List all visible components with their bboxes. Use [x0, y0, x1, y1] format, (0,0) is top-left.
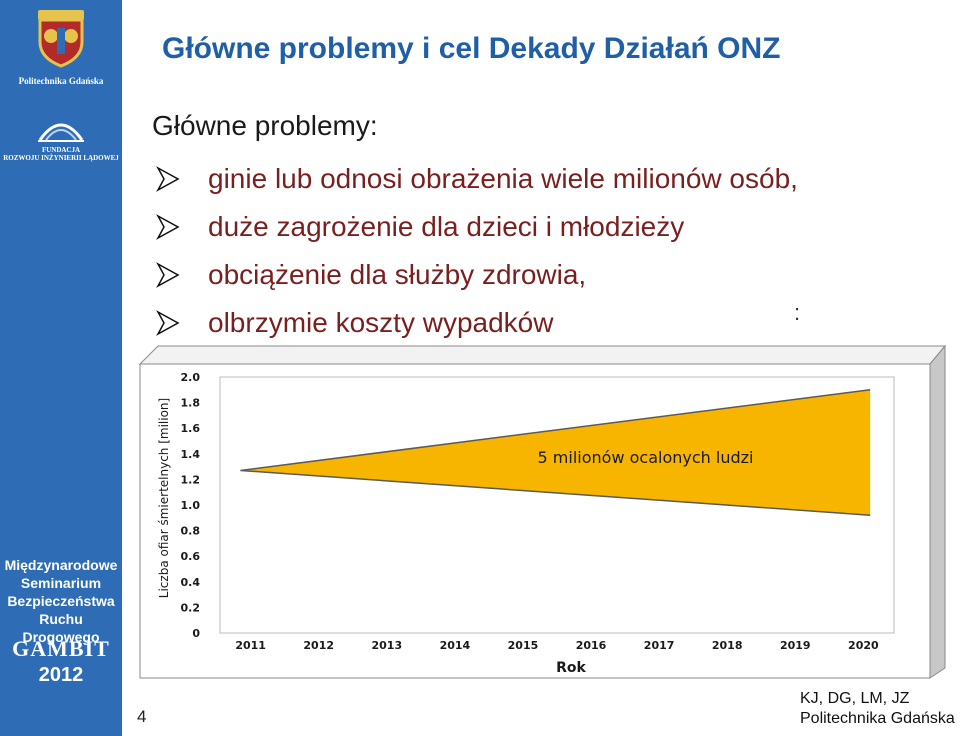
chart-frame-top [138, 345, 947, 365]
x-tick-labels: 2011 2012 2013 2014 2015 2016 2017 2018 2019 2020 [235, 639, 879, 652]
seminar-line: Międzynarodowe [4, 557, 118, 573]
seminar-line: Ruchu Drogowego [22, 611, 100, 645]
chart-annotation: 5 milionów ocalonych ludzi [538, 448, 754, 467]
y-tick-label: 1.0 [181, 499, 201, 512]
y-tick-label: 1.8 [181, 397, 201, 410]
bullet-item: olbrzymie koszty wypadków [150, 299, 798, 347]
fatalities-chart: 5 milionów ocalonych ludzi 0 0.2 0.4 0.6 0.8… [138, 344, 947, 679]
y-tick-labels: 0 0.2 0.4 0.6 0.8 1.0 1.2 1.4 1.6 1.8 2.0 [181, 371, 201, 640]
y-axis-label: Liczba ofiar śmiertelnych [milion] [157, 398, 171, 598]
slide-subtitle: Główne problemy: [152, 110, 378, 141]
page-number: 4 [137, 707, 147, 726]
y-tick-label: 1.2 [181, 473, 201, 486]
bullet-item: obciążenie dla służby zdrowia, [150, 251, 798, 299]
seminar-year: 2012 [38, 664, 84, 686]
x-tick-label: 2011 [235, 639, 266, 652]
bullet-list: ginie lub odnosi obrażenia wiele milionó… [150, 155, 798, 347]
saved-lives-area [240, 389, 871, 516]
y-tick-label: 0 [192, 627, 200, 640]
y-tick-label: 1.6 [181, 422, 201, 435]
arrow-bullet-icon [156, 262, 180, 288]
bullet-text: ginie lub odnosi obrażenia wiele milionó… [208, 163, 798, 194]
chart-frame-side [929, 344, 946, 679]
y-tick-label: 0.2 [181, 601, 201, 614]
x-tick-label: 2018 [712, 639, 743, 652]
y-tick-label: 0.4 [181, 576, 201, 589]
foundation-name: FUNDACJA ROZWOJU INŻYNIERII LĄDOWEJ [0, 146, 122, 162]
x-tick-label: 2012 [303, 639, 334, 652]
bullet-text: obciążenie dla służby zdrowia, [208, 259, 587, 290]
trailing-colon: : [794, 300, 801, 325]
foundation-bridge-logo [38, 123, 84, 142]
x-tick-label: 2014 [440, 639, 471, 652]
x-tick-label: 2017 [644, 639, 675, 652]
x-tick-label: 2020 [848, 639, 879, 652]
x-tick-label: 2015 [508, 639, 539, 652]
university-name: Politechnika Gdańska [18, 76, 104, 86]
seminar-name: Międzynarodowe Seminarium Bezpieczeństwa… [0, 556, 122, 646]
slide-title: Główne problemy i cel Dekady Działań ONZ [162, 32, 781, 65]
seminar-line: Bezpieczeństwa [7, 593, 115, 609]
lower-trend-line [240, 469, 871, 516]
arrow-bullet-icon [156, 214, 180, 240]
institution-credit: Politechnika Gdańska [800, 710, 955, 727]
bullet-text: olbrzymie koszty wypadków [208, 307, 554, 338]
x-tick-label: 2016 [576, 639, 607, 652]
arrow-bullet-icon [156, 310, 180, 336]
y-tick-label: 0.8 [181, 525, 201, 538]
university-crest-logo [38, 10, 84, 68]
gambit-logo-text: GAMBIT [12, 636, 110, 661]
author-credit: KJ, DG, LM, JZ [800, 690, 910, 707]
y-tick-label: 0.6 [181, 550, 201, 563]
bullet-item: ginie lub odnosi obrażenia wiele milionó… [150, 155, 798, 203]
x-tick-label: 2013 [371, 639, 402, 652]
x-axis-label: Rok [556, 660, 586, 676]
y-tick-label: 1.4 [181, 448, 201, 461]
upper-trend-line [240, 389, 871, 472]
y-tick-label: 2.0 [181, 371, 201, 384]
x-tick-label: 2019 [780, 639, 811, 652]
seminar-line: Seminarium [20, 575, 102, 591]
plot-layer [240, 389, 871, 516]
bullet-text: duże zagrożenie dla dzieci i młodzieży [208, 211, 685, 242]
sidebar: Politechnika Gdańska FUNDACJA ROZWOJU IN… [0, 0, 122, 736]
foundation-line-1: FUNDACJA [41, 146, 81, 154]
foundation-line-2: ROZWOJU INŻYNIERII LĄDOWEJ [3, 154, 119, 162]
arrow-bullet-icon [156, 166, 180, 192]
bullet-item: duże zagrożenie dla dzieci i młodzieży [150, 203, 798, 251]
